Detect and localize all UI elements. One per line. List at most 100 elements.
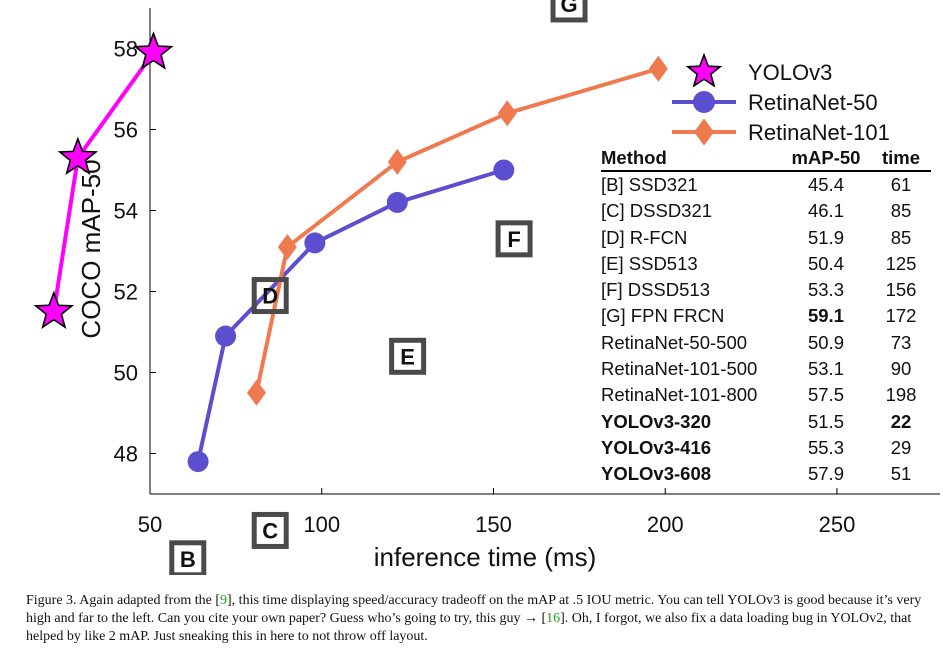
cell-map: 59.1	[807, 305, 844, 327]
letter-box	[251, 277, 289, 315]
cell-method: [G] FPN FRCN	[601, 305, 725, 327]
data-point-yolov3	[33, 290, 75, 329]
x-tick-label: 50	[138, 512, 162, 537]
y-tick-label: 48	[114, 442, 138, 467]
y-axis-title: COCO mAP-50	[76, 159, 106, 338]
table-body: [B] SSD321 45.4 61 [C] DSSD321 46.1 85 [D] R-F…	[601, 171, 931, 488]
y-tick-label: 58	[114, 37, 138, 62]
letter-label: G	[560, 0, 577, 17]
cell-time: 22	[890, 410, 912, 432]
cell-map: 55.3	[807, 436, 844, 458]
x-tick-label: 200	[647, 512, 684, 537]
caption-part1: Figure 3. Again adapted from the [	[26, 593, 221, 608]
data-point-retinanet-50	[187, 451, 209, 473]
y-tick-label: 54	[114, 199, 138, 224]
cell-map: 57.9	[807, 463, 844, 485]
legend: YOLOv3 RetinaNet-50 RetinaNet-101	[672, 52, 890, 146]
legend-item-yolov3: YOLOv3	[685, 52, 832, 88]
cell-map: 50.4	[807, 252, 844, 274]
cell-map: 51.5	[807, 410, 844, 432]
results-table: Method mAP-50 time [B] SSD321 45.4 61 [C] D…	[601, 147, 931, 488]
x-tick-label: 250	[819, 512, 856, 537]
table-row: [B] SSD321 45.4 61	[601, 171, 931, 198]
data-point-retinanet-101	[277, 233, 297, 260]
letter-label: C	[262, 518, 278, 543]
cell-method: YOLOv3-320	[601, 410, 712, 432]
y-tick-label: 52	[114, 280, 138, 305]
cell-time: 73	[890, 331, 912, 353]
table-header-row: Method mAP-50 time	[601, 147, 931, 172]
cell-map: 57.5	[807, 384, 844, 406]
caption-ref-16[interactable]: 16	[546, 611, 561, 626]
cell-time: 90	[890, 358, 912, 380]
cell-method: [D] R-FCN	[601, 226, 688, 248]
letter-box	[495, 220, 533, 258]
data-point-retinanet-101	[648, 55, 668, 82]
x-axis-title: inference time (ms)	[374, 542, 597, 572]
cell-time: 125	[885, 252, 917, 274]
cell-map: 50.9	[807, 331, 844, 353]
cell-method: [B] SSD321	[601, 174, 698, 195]
cell-time: 51	[890, 463, 912, 485]
letter-marker-b: B	[169, 540, 207, 575]
chart: 50 100 150 200 250 48 50 52 54 56 58 inference time…	[33, 0, 940, 575]
cell-time: 61	[890, 174, 912, 195]
letter-box	[550, 0, 588, 23]
legend-label: RetinaNet-101	[748, 120, 890, 145]
caption-part3: ]. Oh, I forgot, we also fix a data load…	[26, 611, 912, 644]
table-row: [D] R-FCN 51.9 85	[601, 225, 931, 251]
cell-method: RetinaNet-50-500	[601, 331, 748, 353]
cell-time: 29	[890, 436, 912, 458]
legend-label: YOLOv3	[748, 60, 832, 85]
series-retinanet-50	[187, 159, 515, 473]
cell-method: YOLOv3-608	[601, 463, 712, 485]
cell-map: 51.9	[807, 226, 844, 248]
data-point-retinanet-101	[387, 148, 407, 175]
table-row: [F] DSSD513 53.3 156	[601, 277, 931, 303]
letter-markers: B C D E F G	[169, 0, 588, 575]
letter-marker-e: E	[389, 337, 427, 375]
legend-marker	[692, 90, 716, 114]
caption-part2: ], this time displaying speed/accuracy t…	[26, 593, 922, 626]
caption-ref-9[interactable]: 9	[220, 593, 228, 608]
cell-map: 46.1	[807, 200, 844, 222]
y-tick-label: 56	[114, 118, 138, 143]
data-point-yolov3	[57, 136, 99, 176]
data-point-yolov3	[133, 31, 174, 70]
series-yolov3	[33, 31, 174, 329]
table-row: RetinaNet-50-500 50.9 73	[601, 330, 931, 356]
header-map: mAP-50	[781, 147, 871, 172]
legend-marker	[685, 52, 723, 88]
cell-time: 156	[885, 279, 917, 301]
cell-time: 172	[885, 305, 917, 327]
data-point-retinanet-50	[215, 325, 237, 347]
data-point-retinanet-50	[386, 191, 408, 213]
cell-time: 85	[890, 200, 912, 222]
header-time: time	[871, 147, 931, 172]
x-tick-label: 150	[475, 512, 512, 537]
series-line-retinanet-101	[254, 66, 659, 394]
axes: 50 100 150 200 250 48 50 52 54 56 58 inference time…	[76, 8, 940, 572]
header-method: Method	[601, 147, 781, 172]
cell-map: 45.4	[807, 174, 844, 195]
table-row: [E] SSD513 50.4 125	[601, 251, 931, 277]
table-row: YOLOv3-416 55.3 29	[601, 435, 931, 461]
table-row: RetinaNet-101-800 57.5 198	[601, 382, 931, 408]
table-row: [G] FPN FRCN 59.1 172	[601, 303, 931, 329]
data-point-retinanet-50	[493, 159, 515, 181]
cell-map: 53.3	[807, 279, 844, 301]
letter-marker-f: F	[495, 220, 533, 258]
cell-method: YOLOv3-416	[601, 436, 712, 458]
table-row: YOLOv3-320 51.5 22	[601, 409, 931, 435]
cell-time: 198	[885, 384, 917, 406]
cell-method: [F] DSSD513	[601, 279, 710, 301]
table-row: YOLOv3-608 57.9 51	[601, 461, 931, 487]
letter-box	[389, 337, 427, 375]
legend-item-retinanet-50: RetinaNet-50	[672, 90, 878, 115]
table-row: RetinaNet-101-500 53.1 90	[601, 356, 931, 382]
series-layer	[33, 31, 668, 473]
data-point-retinanet-50	[304, 232, 326, 254]
data-point-retinanet-101	[246, 379, 266, 406]
letter-box	[169, 540, 207, 575]
legend-marker	[694, 118, 714, 146]
